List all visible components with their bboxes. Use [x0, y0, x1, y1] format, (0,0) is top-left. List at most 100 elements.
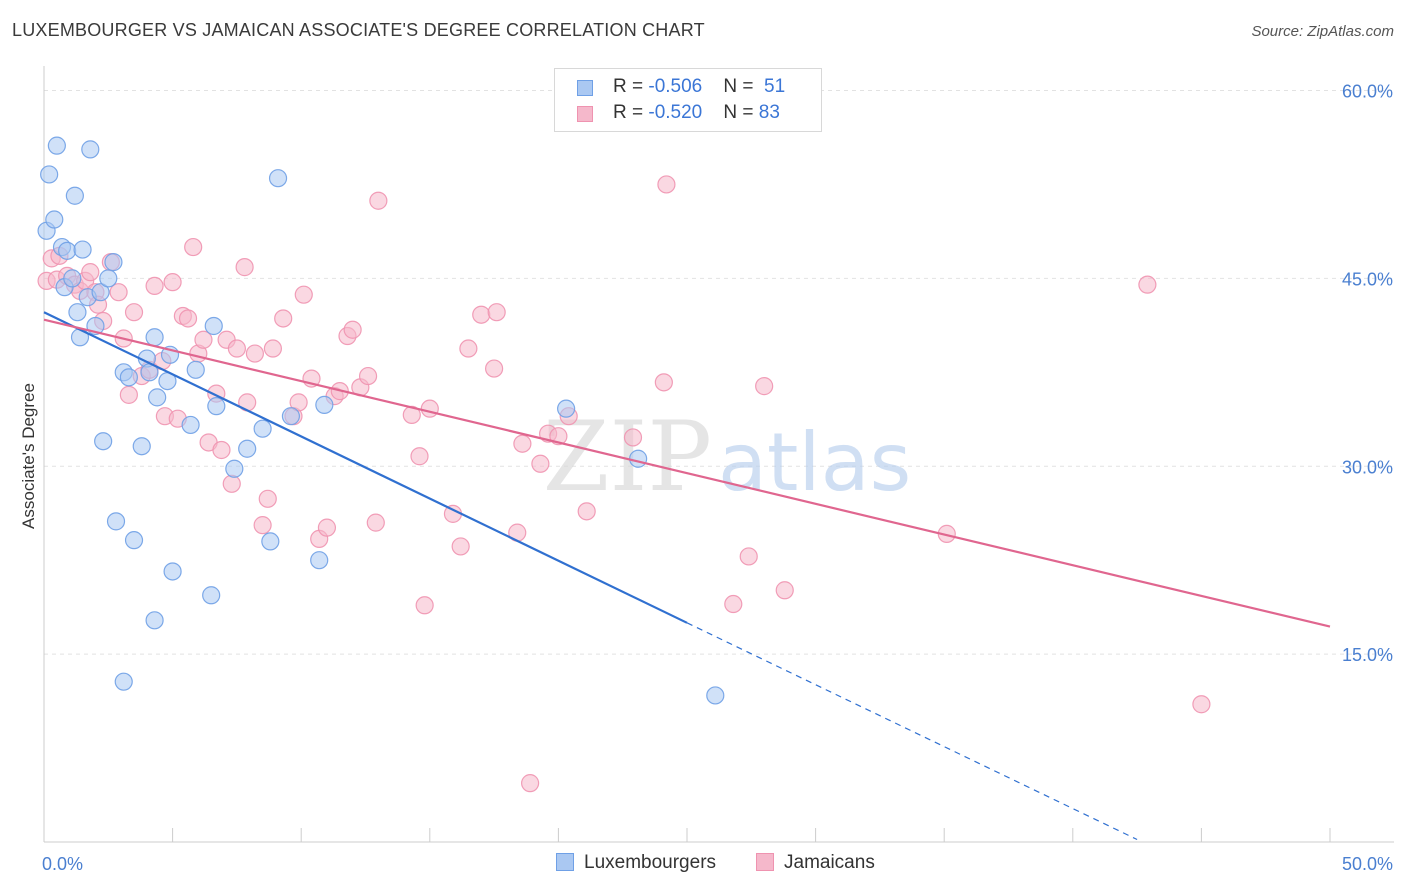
- jamaican-point: [274, 309, 293, 328]
- luxembourger-point: [40, 165, 59, 184]
- jamaican-point: [258, 489, 277, 508]
- luxembourger-point: [91, 283, 110, 302]
- luxembourger-point: [99, 269, 118, 288]
- luxembourger-point: [238, 439, 257, 458]
- y-tick-label: 15.0%: [1342, 645, 1393, 665]
- jamaican-point: [415, 596, 434, 615]
- x-tick-label: 0.0%: [42, 854, 83, 874]
- legend-stats: R = -0.520 N = 83: [613, 102, 780, 124]
- jamaican-point: [531, 454, 550, 473]
- jamaican-point: [485, 359, 504, 378]
- jamaican-point: [657, 175, 676, 194]
- watermark: ZIP atlas: [543, 401, 912, 513]
- jamaican-point: [369, 191, 388, 210]
- luxembourger-point: [47, 136, 66, 155]
- n-value: 83: [758, 102, 780, 123]
- jamaican-point: [124, 303, 144, 322]
- bottom-legend-label: Luxembourgers: [584, 852, 717, 873]
- jamaican-point: [623, 428, 643, 447]
- x-tick-label: 50.0%: [1342, 854, 1393, 874]
- jamaican-point: [227, 339, 246, 358]
- jamaican-point: [235, 258, 254, 277]
- y-tick-label: 45.0%: [1342, 269, 1393, 289]
- jamaican-point: [294, 285, 313, 304]
- r-value: -0.506: [648, 76, 703, 97]
- luxembourger-point: [181, 415, 200, 435]
- jamaican-point: [317, 518, 337, 537]
- jamaican-point: [184, 237, 203, 257]
- luxembourger-point: [145, 611, 164, 630]
- jamaican-point: [1138, 275, 1157, 294]
- luxembourger-point: [106, 512, 126, 531]
- luxembourger-point: [119, 368, 138, 387]
- luxembourger-point: [281, 407, 301, 426]
- luxembourger-point: [204, 316, 223, 336]
- luxembourger-point: [65, 186, 84, 205]
- n-value: 51: [764, 76, 786, 97]
- luxembourger-point: [114, 672, 133, 691]
- luxembourger-point: [202, 586, 221, 605]
- r-label: R =: [613, 102, 649, 123]
- jamaican-point: [521, 774, 540, 793]
- jamaican-point: [263, 339, 283, 358]
- legend-swatch-luxembourgers: [577, 80, 593, 96]
- luxembourger-point: [68, 303, 87, 322]
- r-value: -0.520: [648, 102, 703, 123]
- luxembourgers-trend-line: [43, 311, 688, 624]
- jamaican-point: [420, 399, 439, 418]
- jamaican-point: [1192, 695, 1211, 714]
- luxembourger-point: [207, 397, 226, 416]
- bottom-legend-jamaicans: Jamaicans: [756, 852, 875, 874]
- jamaican-point: [253, 516, 272, 535]
- luxembourger-point: [253, 419, 272, 438]
- legend-stats: R = -0.506 N = 51: [613, 76, 785, 98]
- bottom-legend-luxembourgers: Luxembourgers: [556, 852, 716, 874]
- jamaican-point: [222, 474, 241, 493]
- jamaican-point: [410, 447, 429, 466]
- jamaican-point: [163, 273, 182, 292]
- y-tick-label: 30.0%: [1342, 457, 1393, 477]
- jamaican-point: [755, 377, 774, 396]
- luxembourger-point: [557, 399, 576, 418]
- grid-lines: [44, 90, 1394, 655]
- jamaican-point: [119, 385, 138, 404]
- jamaican-point: [81, 263, 100, 282]
- jamaican-point: [245, 344, 265, 363]
- luxembourger-point: [163, 562, 182, 581]
- jamaican-point: [212, 440, 231, 460]
- watermark-atlas: atlas: [718, 416, 911, 509]
- trend-lines: [43, 311, 1331, 841]
- jamaican-point: [487, 303, 506, 322]
- jamaican-point: [178, 309, 198, 328]
- r-label: R =: [613, 76, 649, 97]
- jamaican-point: [654, 373, 673, 392]
- legend-swatch-jamaicans: [577, 106, 593, 122]
- jamaican-point: [145, 276, 164, 296]
- jamaican-point: [775, 581, 794, 600]
- n-label: N =: [723, 76, 759, 97]
- luxembourger-point: [186, 360, 205, 379]
- jamaican-point: [739, 547, 758, 566]
- y-axis-label: Associate's Degree: [19, 383, 38, 529]
- luxembourger-point: [706, 686, 725, 705]
- stats-legend: R = -0.506 N = 51 R = -0.520 N = 83: [554, 68, 822, 132]
- jamaican-point: [343, 320, 362, 339]
- chart-title: LUXEMBOURGER VS JAMAICAN ASSOCIATE'S DEG…: [12, 20, 705, 40]
- luxembourger-point: [310, 551, 329, 570]
- jamaican-point: [366, 513, 385, 532]
- axes: [43, 66, 1394, 843]
- source-label: Source: ZipAtlas.com: [1251, 23, 1394, 40]
- luxembourger-point: [225, 459, 244, 478]
- luxembourger-point: [148, 388, 167, 407]
- n-label: N =: [723, 102, 759, 123]
- luxembourger-point: [261, 532, 280, 551]
- bottom-legend-swatch-jamaicans: [756, 853, 774, 871]
- luxembourger-point: [132, 437, 151, 456]
- jamaican-point: [472, 305, 491, 324]
- bottom-legend-label: Jamaicans: [784, 852, 875, 873]
- luxembourger-point: [94, 432, 113, 451]
- luxembourgers-trend-extension: [686, 622, 1138, 841]
- jamaican-point: [724, 594, 743, 614]
- jamaican-point: [513, 434, 532, 453]
